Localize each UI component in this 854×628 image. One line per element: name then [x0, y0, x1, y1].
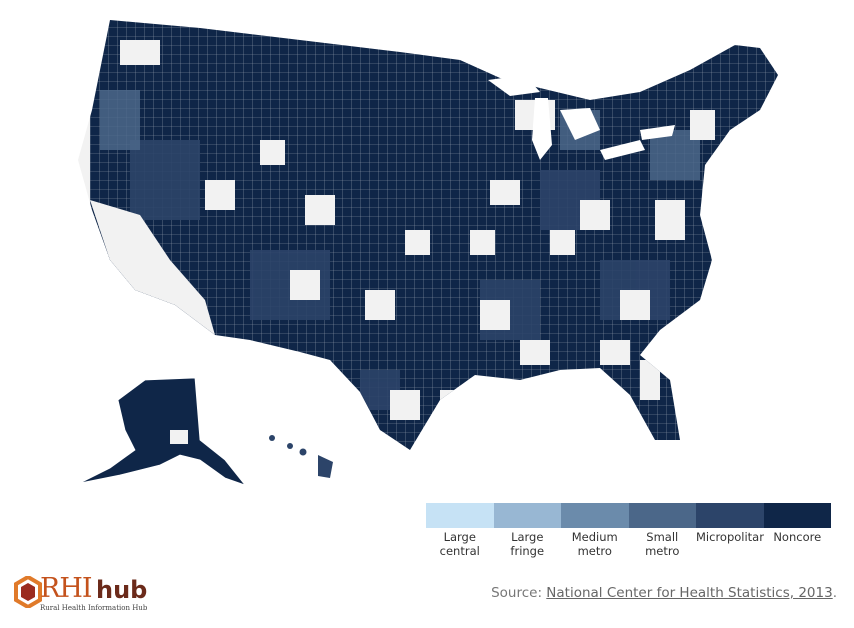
logo-hub-text: hub	[96, 576, 148, 604]
rhihub-logo-mark-icon	[14, 576, 42, 608]
source-prefix: Source:	[491, 585, 547, 601]
great-lakes	[488, 75, 675, 160]
legend-label-micropolitan: Micropolitan	[696, 530, 764, 544]
source-suffix: .	[832, 585, 837, 601]
legend-label-noncore: Noncore	[773, 530, 822, 544]
source-note: Source: National Center for Health Stati…	[491, 585, 837, 601]
legend-swatch-large-fringe-metro	[493, 503, 561, 528]
legend-label-large-central-metro: Large central metro	[439, 530, 480, 558]
legend-swatch-medium-metro	[561, 503, 629, 528]
legend-label-small-metro: Small metro	[645, 530, 680, 558]
hawaii	[269, 435, 333, 478]
alaska	[79, 377, 247, 486]
legend-label-large-fringe-metro: Large fringe metro	[510, 530, 545, 558]
rhihub-logo[interactable]: RHI hub Rural Health Information Hub	[14, 573, 184, 616]
logo-tagline: Rural Health Information Hub	[40, 604, 148, 612]
source-link[interactable]: National Center for Health Statistics, 2…	[546, 585, 833, 601]
map-legend: Large central metro Large fringe metro M…	[426, 503, 831, 558]
us-county-map	[78, 20, 778, 486]
legend-swatch-small-metro	[628, 503, 696, 528]
legend-swatch-micropolitan	[696, 503, 764, 528]
legend-swatch-noncore	[763, 503, 831, 528]
logo-rhi-text: RHI	[40, 573, 93, 604]
legend-label-medium-metro: Medium metro	[571, 530, 618, 558]
legend-swatch-large-central-metro	[426, 503, 494, 528]
